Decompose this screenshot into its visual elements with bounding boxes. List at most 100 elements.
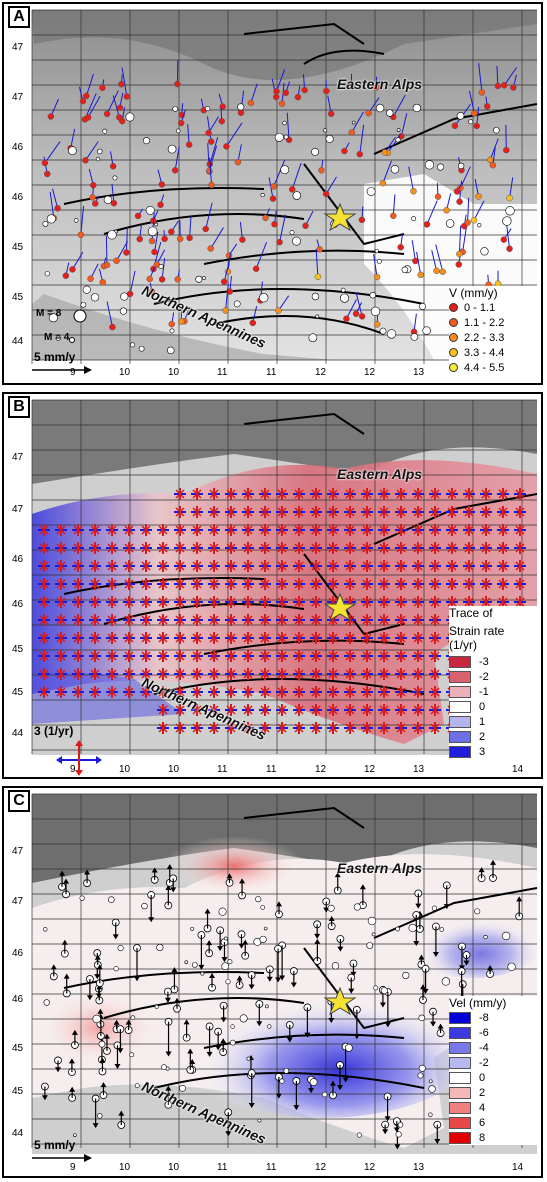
earthquake-circle: [351, 120, 356, 125]
strain-cross: [242, 524, 254, 536]
strain-cross: [395, 506, 407, 518]
vertical-arrow: [241, 939, 250, 960]
velocity-arrow: [503, 66, 518, 86]
strain-cross: [259, 524, 271, 536]
gps-station: [186, 234, 193, 242]
vertical-arrow: [113, 1041, 122, 1069]
vertical-arrow: [219, 1038, 228, 1056]
magnitude-8-circle: [73, 309, 87, 323]
earthquake-circle: [418, 1014, 425, 1022]
gps-station: [82, 157, 89, 164]
strain-cross: [191, 578, 203, 590]
subsidence-zone: [404, 898, 541, 978]
strain-cross: [225, 560, 237, 572]
earthquake-circle: [408, 923, 417, 933]
vertical-arrow: [419, 984, 427, 1004]
legend-label: -8: [479, 1011, 489, 1024]
strain-cross: [191, 722, 203, 734]
gps-station: [379, 179, 387, 187]
strain-cross: [514, 560, 526, 572]
lon-tick: 12: [364, 1162, 376, 1173]
strain-cross: [429, 506, 441, 518]
vertical-arrow: [247, 971, 256, 990]
strain-cross: [412, 686, 424, 698]
gps-station: [87, 275, 94, 283]
lon-tick: 13: [413, 1162, 425, 1173]
strain-cross: [446, 560, 458, 572]
strain-cross: [242, 632, 254, 644]
strain-cross: [174, 578, 186, 590]
strain-cross: [412, 506, 424, 518]
strain-cross: [344, 506, 356, 518]
vertical-arrow: [95, 964, 104, 988]
gps-station: [464, 219, 471, 226]
legend-title-line: Strain rate: [449, 624, 505, 638]
earthquake-circle: [369, 291, 377, 299]
strain-cross: [140, 524, 152, 536]
strain-cross: [378, 596, 390, 608]
lat-tick: 47: [12, 846, 24, 857]
strain-cross: [463, 488, 475, 500]
gps-station: [123, 249, 130, 256]
earthquake-circle: [431, 905, 438, 911]
velocity-arrow: [189, 216, 192, 238]
velocity-arrow: [105, 235, 108, 265]
legend-label: 2: [479, 1086, 486, 1099]
velocity-arrow: [315, 249, 319, 277]
velocity-arrow: [161, 257, 166, 280]
strain-cross: [140, 560, 152, 572]
gps-station: [272, 93, 280, 101]
legend-swatch: [449, 655, 471, 668]
legend-swatch: [449, 700, 471, 713]
strain-cross: [429, 560, 441, 572]
velocity-arrow: [226, 122, 243, 147]
strain-cross: [191, 668, 203, 680]
vertical-arrow: [197, 931, 206, 970]
earthquake-circle: [282, 120, 287, 126]
earthquake-circle: [43, 927, 48, 932]
strain-cross: [412, 704, 424, 716]
velocity-arrow: [116, 240, 129, 262]
gps-station: [185, 141, 193, 148]
strain-cross: [361, 578, 373, 590]
earthquake-circle: [112, 175, 118, 181]
earthquake-circle: [309, 1078, 318, 1086]
earthquake-circle: [292, 191, 302, 200]
lon-tick: 10: [119, 367, 131, 378]
strain-cross: [72, 542, 84, 554]
strain-cross: [514, 506, 526, 518]
gps-station: [92, 200, 99, 207]
lat-tick: 46: [12, 192, 24, 203]
lat-tick: 44: [12, 1128, 24, 1139]
strain-cross: [55, 686, 67, 698]
strain-cross: [174, 596, 186, 608]
strain-cross: [38, 614, 50, 626]
earthquake-circle: [225, 979, 231, 985]
strain-cross: [157, 668, 169, 680]
earthquake-circle: [428, 1112, 433, 1117]
strain-cross: [89, 614, 101, 626]
epicenter-star: [323, 592, 357, 622]
vertical-arrow: [147, 891, 156, 923]
vertical-arrow: [442, 881, 451, 910]
vertical-arrow: [186, 1048, 195, 1074]
strain-cross: [72, 596, 84, 608]
velocity-arrow: [411, 240, 416, 262]
gps-station: [302, 222, 309, 230]
legend-item: -2: [449, 1055, 537, 1070]
earthquake-circle: [308, 333, 318, 343]
scale-label: 3 (1/yr): [34, 724, 74, 738]
earthquake-circle: [402, 971, 410, 980]
strain-cross: [259, 650, 271, 662]
strain-cross: [242, 560, 254, 572]
vertical-arrow: [327, 915, 336, 931]
earthquake-circle: [255, 896, 262, 903]
strain-cross: [174, 704, 186, 716]
legend-item: 0 - 1.1: [449, 300, 537, 315]
strain-cross: [361, 596, 373, 608]
strain-cross: [327, 560, 339, 572]
strain-cross: [123, 596, 135, 608]
earthquake-circle: [283, 1068, 290, 1074]
strain-cross: [259, 686, 271, 698]
lon-tick: 11: [217, 764, 228, 775]
